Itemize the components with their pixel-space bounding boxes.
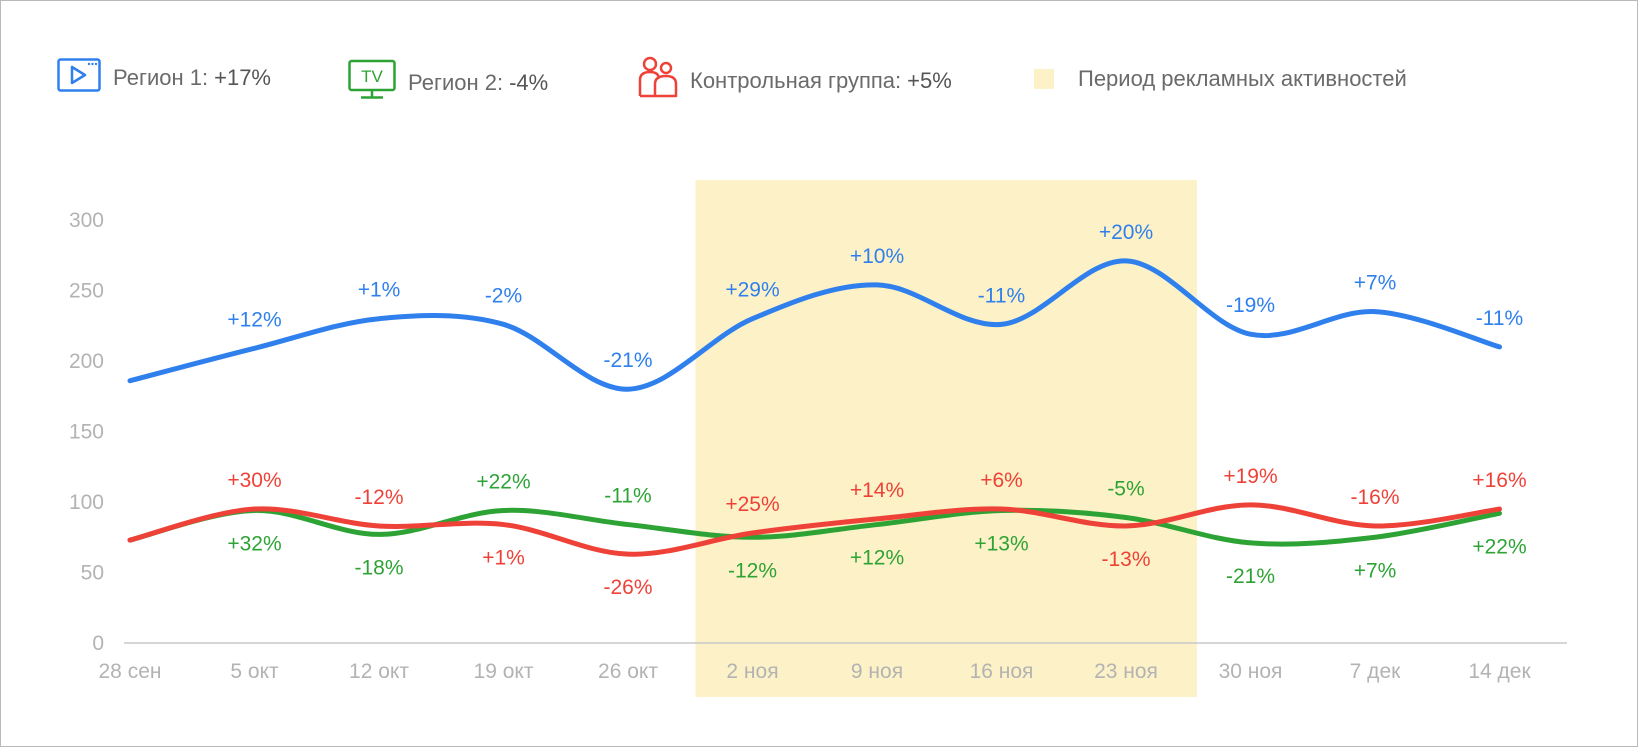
legend-value-region1: +17%: [214, 65, 271, 90]
x-tick-label: 23 ноя: [1094, 660, 1158, 683]
legend-value-region2: -4%: [509, 70, 549, 95]
data-label: -11%: [978, 284, 1025, 307]
period-swatch: [1034, 69, 1054, 89]
y-tick-label: 0: [92, 632, 104, 655]
data-label: +22%: [476, 470, 530, 493]
data-label: +30%: [227, 469, 281, 492]
data-label: +25%: [725, 493, 779, 516]
data-label: -16%: [1350, 486, 1399, 509]
x-tick-label: 5 окт: [230, 660, 279, 683]
data-label: +7%: [1354, 272, 1397, 295]
data-label: +12%: [850, 547, 904, 570]
svg-text:TV: TV: [361, 67, 383, 86]
x-axis-ticks: 28 сен 5 окт 12 окт 19 окт 26 окт 2 ноя 9 ноя 1…: [99, 660, 1532, 683]
x-tick-label: 9 ноя: [851, 660, 903, 683]
data-label: +14%: [850, 479, 904, 502]
data-labels: +12% +1% -2% -21% +29% +10% -11% +20% -19% +7% -11…: [227, 221, 1526, 599]
legend-item-control: Контрольная группа: +5%: [638, 56, 952, 106]
data-label: +1%: [358, 279, 401, 302]
data-label: -5%: [1107, 478, 1144, 501]
data-label: -21%: [603, 349, 652, 372]
x-tick-label: 12 окт: [349, 660, 409, 683]
legend-label-region1: Регион 1:: [113, 65, 209, 90]
data-label: -26%: [603, 576, 652, 599]
series-line-3: [127, 502, 1502, 557]
data-label: +22%: [1472, 535, 1526, 558]
data-label: -11%: [604, 485, 651, 508]
legend-label-region2: Регион 2:: [408, 70, 504, 95]
data-label: +13%: [974, 532, 1028, 555]
data-label: -12%: [728, 559, 777, 582]
highlight-period-band: [695, 180, 1197, 697]
series-lines: [127, 258, 1502, 557]
data-label: -18%: [354, 556, 403, 579]
data-label: -12%: [354, 486, 403, 509]
data-label: +20%: [1099, 221, 1153, 244]
x-tick-label: 28 сен: [99, 660, 162, 683]
y-axis-ticks: 0 50 100 150 200 250 300: [69, 209, 104, 655]
legend-label-period: Период рекламных активностей: [1078, 66, 1407, 91]
data-label: -13%: [1101, 548, 1150, 571]
data-label: +16%: [1472, 469, 1526, 492]
data-label: +19%: [1223, 465, 1277, 488]
data-label: +1%: [482, 547, 525, 570]
y-tick-label: 150: [69, 421, 104, 444]
y-tick-label: 200: [69, 350, 104, 373]
data-label: -19%: [1226, 294, 1275, 317]
data-label: +12%: [227, 308, 281, 331]
x-tick-label: 26 окт: [598, 660, 658, 683]
tv-icon: TV: [348, 58, 396, 108]
x-tick-label: 19 окт: [474, 660, 534, 683]
chart-legend: Регион 1: +17% TV Регион 2: -4% Контроль…: [0, 56, 1640, 108]
y-tick-label: 50: [81, 562, 104, 585]
x-tick-label: 7 дек: [1350, 660, 1401, 683]
data-label: +10%: [850, 245, 904, 268]
data-label: -21%: [1226, 565, 1275, 588]
data-label: +32%: [227, 532, 281, 555]
y-tick-label: 100: [69, 491, 104, 514]
x-tick-label: 2 ноя: [726, 660, 778, 683]
y-tick-label: 250: [69, 280, 104, 303]
data-label: -2%: [485, 284, 522, 307]
legend-label-control: Контрольная группа:: [690, 68, 902, 93]
data-label: +29%: [725, 279, 779, 302]
x-tick-label: 16 ноя: [970, 660, 1034, 683]
video-play-icon: [57, 58, 101, 98]
y-tick-label: 300: [69, 209, 104, 232]
data-label: +7%: [1354, 559, 1397, 582]
series-line-1: [127, 258, 1502, 392]
data-label: +6%: [980, 469, 1023, 492]
data-label: -11%: [1476, 307, 1523, 330]
series-line-2: [127, 507, 1502, 547]
legend-item-region2: TV Регион 2: -4%: [348, 58, 548, 108]
people-group-icon: [638, 56, 678, 106]
legend-item-period: Период рекламных активностей: [1034, 66, 1407, 92]
x-tick-label: 30 ноя: [1219, 660, 1283, 683]
x-tick-label: 14 дек: [1468, 660, 1531, 683]
legend-item-region1: Регион 1: +17%: [57, 58, 271, 98]
legend-value-control: +5%: [907, 68, 952, 93]
